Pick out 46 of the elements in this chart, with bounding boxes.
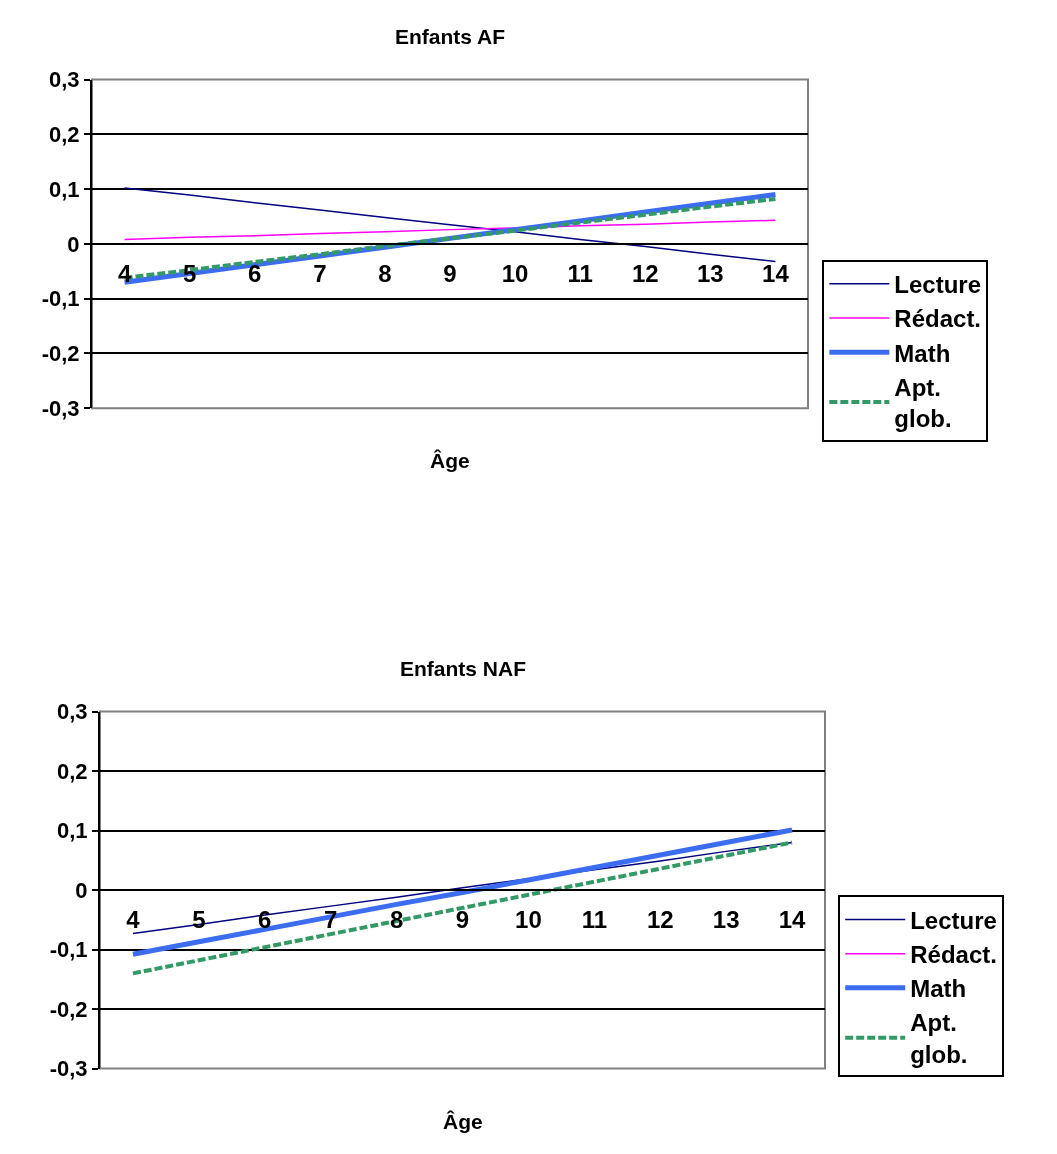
legend-label: Lecture [910, 906, 997, 934]
y-tick-label: -0,1 [41, 286, 80, 312]
legend-label: Apt. glob. [894, 373, 952, 432]
y-tick-label: 0,1 [49, 176, 80, 202]
x-tick-label: 9 [455, 905, 470, 933]
x-tick-label: 4 [117, 259, 132, 287]
x-tick-label: 11 [567, 259, 593, 287]
y-tick-label: 0 [75, 877, 88, 903]
y-tick-label: 0,2 [57, 758, 88, 784]
x-tick-label: 14 [762, 259, 790, 287]
x-tick-label: 5 [182, 259, 197, 287]
x-tick-label: 12 [631, 259, 659, 287]
y-tick-label: -0,3 [49, 1056, 88, 1082]
legend-label: Lecture [894, 271, 982, 299]
legend-label: Math [910, 975, 967, 1003]
y-tick-label: 0,3 [57, 699, 88, 725]
y-tick-label: -0,2 [49, 996, 88, 1022]
y-tick-label: -0,1 [49, 937, 88, 963]
legend-label: Math [894, 339, 951, 367]
x-tick-label: 13 [697, 259, 724, 287]
x-tick-label: 13 [712, 905, 740, 933]
chart-title: Enfants NAF [400, 657, 527, 680]
legend-label: Apt. glob. [910, 1009, 968, 1068]
x-tick-label: 10 [501, 259, 529, 287]
legend-label: Rédact. [910, 940, 997, 968]
x-axis-title: Âge [443, 1110, 483, 1133]
x-tick-label: 6 [248, 259, 262, 287]
x-tick-label: 11 [581, 905, 608, 933]
x-tick-label: 7 [313, 259, 327, 287]
x-tick-label: 10 [515, 905, 542, 933]
legend-label: Rédact. [894, 305, 982, 333]
x-tick-label: 8 [378, 259, 392, 287]
x-tick-label: 9 [443, 259, 457, 287]
y-tick-label: -0,3 [41, 395, 80, 421]
chart-title: Enfants AF [395, 25, 506, 48]
y-tick-label: 0,3 [49, 67, 80, 93]
y-tick-label: 0,2 [49, 122, 80, 147]
line-series [123, 219, 777, 241]
line-series [123, 187, 777, 263]
y-tick-label: -0,2 [41, 341, 80, 367]
y-tick-label: 0 [67, 231, 80, 257]
x-tick-label: 14 [778, 905, 807, 933]
x-axis-title: Âge [430, 449, 470, 472]
x-tick-label: 4 [126, 905, 141, 933]
x-tick-label: 12 [646, 905, 674, 933]
y-tick-label: 0,1 [57, 818, 88, 844]
